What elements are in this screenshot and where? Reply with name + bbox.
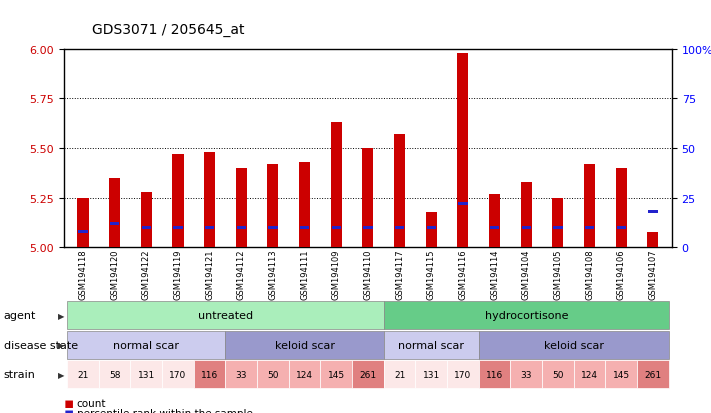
Bar — [395, 226, 405, 230]
Text: 131: 131 — [422, 370, 440, 379]
Text: ▶: ▶ — [58, 311, 65, 320]
Text: 261: 261 — [644, 370, 661, 379]
Bar — [458, 202, 468, 206]
Bar — [585, 226, 594, 230]
Text: 33: 33 — [520, 370, 532, 379]
Text: ▪: ▪ — [64, 406, 75, 413]
Bar — [141, 226, 151, 230]
Text: 261: 261 — [359, 370, 377, 379]
Text: GDS3071 / 205645_at: GDS3071 / 205645_at — [92, 23, 245, 37]
Text: keloid scar: keloid scar — [544, 340, 604, 350]
Bar — [647, 232, 658, 248]
Text: 145: 145 — [613, 370, 630, 379]
Text: 50: 50 — [267, 370, 279, 379]
Bar — [268, 226, 278, 230]
Text: 124: 124 — [581, 370, 598, 379]
Bar — [109, 178, 120, 248]
Bar — [300, 226, 309, 230]
Text: ▶: ▶ — [58, 340, 65, 349]
Text: 50: 50 — [552, 370, 564, 379]
Bar — [427, 226, 436, 230]
Bar — [616, 169, 627, 248]
Text: 21: 21 — [394, 370, 405, 379]
Text: keloid scar: keloid scar — [274, 340, 335, 350]
Text: 170: 170 — [169, 370, 186, 379]
Text: ▶: ▶ — [58, 370, 65, 379]
Text: 131: 131 — [138, 370, 155, 379]
Bar — [553, 226, 562, 230]
Bar — [522, 226, 531, 230]
Text: normal scar: normal scar — [398, 340, 464, 350]
Bar — [584, 164, 595, 248]
Text: ▪: ▪ — [64, 395, 75, 410]
Text: agent: agent — [4, 311, 36, 320]
Text: 33: 33 — [235, 370, 247, 379]
Text: percentile rank within the sample: percentile rank within the sample — [77, 408, 252, 413]
Text: 145: 145 — [328, 370, 345, 379]
Bar — [205, 226, 214, 230]
Bar — [490, 226, 499, 230]
Bar — [236, 169, 247, 248]
Bar — [552, 198, 563, 248]
Bar — [648, 210, 658, 214]
Text: disease state: disease state — [4, 340, 77, 350]
Bar — [141, 192, 152, 248]
Bar — [394, 135, 405, 248]
Bar — [363, 226, 373, 230]
Text: 58: 58 — [109, 370, 120, 379]
Bar — [204, 153, 215, 248]
Bar — [173, 154, 183, 248]
Text: 21: 21 — [77, 370, 89, 379]
Text: normal scar: normal scar — [113, 340, 179, 350]
Bar — [77, 198, 89, 248]
Bar — [78, 230, 87, 234]
Text: 116: 116 — [486, 370, 503, 379]
Bar — [426, 212, 437, 248]
Text: 170: 170 — [454, 370, 471, 379]
Bar — [237, 226, 246, 230]
Bar — [616, 226, 626, 230]
Bar — [267, 164, 279, 248]
Bar — [299, 163, 310, 248]
Bar — [363, 149, 373, 248]
Text: untreated: untreated — [198, 311, 253, 320]
Text: 116: 116 — [201, 370, 218, 379]
Bar — [489, 194, 500, 248]
Text: 124: 124 — [296, 370, 313, 379]
Bar — [331, 226, 341, 230]
Text: strain: strain — [4, 369, 36, 379]
Bar — [331, 123, 342, 248]
Text: hydrocortisone: hydrocortisone — [484, 311, 568, 320]
Text: count: count — [77, 398, 106, 408]
Bar — [457, 54, 469, 248]
Bar — [110, 222, 119, 226]
Bar — [173, 226, 183, 230]
Bar — [520, 183, 532, 248]
